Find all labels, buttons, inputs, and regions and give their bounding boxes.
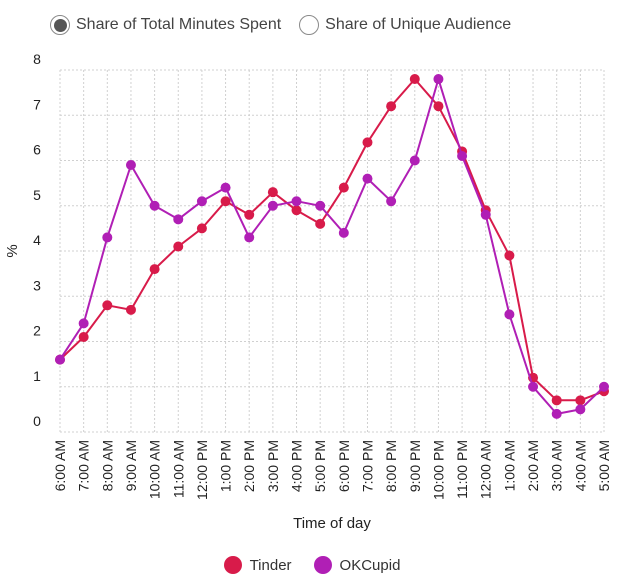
x-tick-label: 2:00 PM (241, 440, 257, 492)
x-tick-label: 8:00 PM (383, 440, 399, 492)
x-tick-label: 9:00 PM (407, 440, 423, 492)
data-point-okcupid (551, 408, 562, 419)
data-point-okcupid (504, 309, 515, 320)
y-axis-title: % (4, 244, 21, 257)
series-line-tinder (59, 78, 605, 402)
y-tick-label: 2 (33, 323, 41, 339)
data-point-okcupid (433, 74, 444, 85)
y-tick-label: 6 (33, 142, 41, 158)
total-minutes-option[interactable]: Share of Total Minutes Spent (50, 15, 281, 35)
y-tick-label: 3 (33, 277, 41, 293)
data-point-okcupid (220, 182, 231, 193)
data-point-tinder (386, 101, 397, 112)
data-point-okcupid (575, 404, 586, 415)
y-tick-label: 0 (33, 413, 41, 429)
legend-item-okcupid[interactable]: OKCupid (313, 556, 401, 574)
data-point-tinder (125, 304, 136, 315)
y-tick-label: 8 (33, 51, 41, 67)
x-tick-label: 6:00 PM (336, 440, 352, 492)
x-tick-label: 6:00 AM (52, 440, 68, 491)
data-point-okcupid (338, 227, 349, 238)
data-point-okcupid (173, 214, 184, 225)
x-tick-label: 1:00 AM (501, 440, 517, 491)
x-axis-title: Time of day (293, 515, 371, 532)
x-tick-label: 2:00 AM (525, 440, 541, 491)
x-tick-label: 3:00 AM (549, 440, 565, 491)
data-point-okcupid (409, 155, 420, 166)
legend-item-tinder[interactable]: Tinder (223, 556, 292, 574)
x-tick-label: 4:00 AM (572, 440, 588, 491)
x-tick-label: 1:00 PM (218, 440, 234, 492)
y-tick-label: 4 (33, 232, 41, 248)
data-point-tinder (575, 395, 586, 406)
data-point-okcupid (528, 381, 539, 392)
x-tick-label: 11:00 PM (454, 440, 470, 499)
data-point-tinder (244, 209, 255, 220)
data-point-okcupid (267, 200, 278, 211)
x-tick-label: 3:00 PM (265, 440, 281, 492)
legend-swatch-okcupid (313, 556, 332, 574)
x-tick-label: 10:00 PM (430, 440, 446, 500)
data-point-okcupid (78, 318, 89, 329)
data-point-okcupid (291, 196, 302, 207)
data-point-okcupid (386, 196, 397, 207)
legend-label-tinder: Tinder (249, 556, 292, 574)
data-point-tinder (362, 137, 373, 148)
data-point-okcupid (149, 200, 160, 211)
data-point-tinder (409, 74, 420, 85)
unique-audience-radio-icon[interactable] (299, 15, 320, 35)
data-point-tinder (102, 300, 113, 311)
data-point-tinder (551, 395, 562, 406)
data-point-tinder (315, 218, 326, 229)
data-point-tinder (196, 223, 207, 234)
data-point-okcupid (599, 381, 609, 392)
data-point-tinder (149, 264, 160, 275)
legend-label-okcupid: OKCupid (339, 556, 401, 574)
data-point-tinder (433, 101, 444, 112)
unique-audience-label: Share of Unique Audience (325, 16, 512, 33)
data-point-tinder (291, 205, 302, 216)
x-tick-label: 8:00 AM (99, 440, 115, 491)
data-point-okcupid (102, 232, 113, 243)
total-minutes-label: Share of Total Minutes Spent (76, 16, 282, 33)
x-tick-label: 4:00 PM (289, 440, 305, 492)
line-chart: 0 1 2 3 4 5 6 7 8 6:00 AM 7:00 AM 8:00 AM 9:00 AM 10:… (4, 51, 612, 532)
y-tick-label: 1 (33, 368, 41, 384)
data-point-okcupid (244, 232, 255, 243)
data-point-okcupid (196, 196, 207, 207)
x-tick-label: 7:00 PM (359, 440, 375, 492)
x-tick-label: 7:00 AM (76, 440, 92, 491)
y-tick-label: 7 (33, 96, 41, 112)
x-tick-label: 12:00 AM (478, 440, 494, 499)
x-tick-label: 12:00 PM (194, 440, 210, 500)
legend-swatch-tinder (223, 556, 242, 574)
data-point-tinder (220, 196, 231, 207)
data-point-okcupid (55, 354, 65, 365)
y-tick-label: 5 (33, 187, 41, 203)
series-line-okcupid (59, 78, 605, 415)
data-point-tinder (267, 187, 278, 198)
x-tick-label: 5:00 AM (596, 440, 612, 491)
x-tick-label: 9:00 AM (123, 440, 139, 491)
metric-toggle: Share of Total Minutes Spent Share of Un… (50, 10, 511, 40)
data-point-okcupid (362, 173, 373, 184)
data-point-okcupid (457, 150, 468, 161)
data-point-tinder (504, 250, 515, 261)
data-point-okcupid (315, 200, 326, 211)
total-minutes-radio-icon[interactable] (50, 15, 70, 35)
data-point-okcupid (125, 160, 136, 171)
x-tick-label: 5:00 PM (312, 440, 328, 492)
data-point-tinder (338, 182, 349, 193)
x-tick-label: 11:00 AM (170, 440, 186, 498)
radio-selected-dot-icon (53, 18, 67, 32)
chart-legend: Tinder OKCupid (0, 556, 624, 574)
x-tick-label: 10:00 AM (147, 440, 163, 499)
data-point-tinder (173, 241, 184, 252)
data-point-okcupid (480, 209, 491, 220)
data-point-tinder (78, 331, 89, 342)
unique-audience-option[interactable]: Share of Unique Audience (299, 15, 511, 35)
